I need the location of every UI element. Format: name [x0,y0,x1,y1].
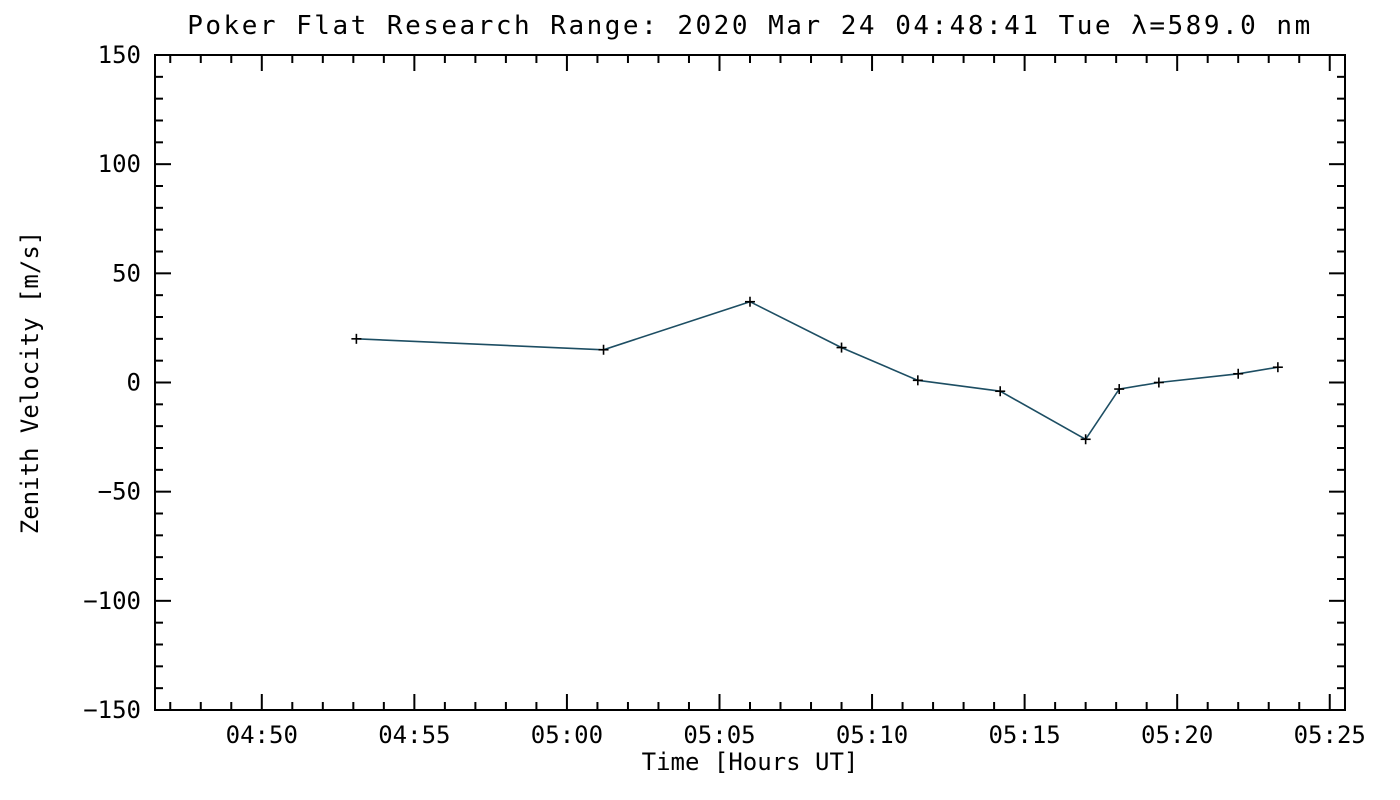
x-tick-label: 05:00 [531,721,603,749]
x-tick-label: 05:20 [1141,721,1213,749]
y-tick-label: 50 [112,259,141,287]
y-axis-label: Zenith Velocity [m/s] [16,231,44,534]
x-axis-label: Time [Hours UT] [642,748,859,776]
data-marker [912,375,923,386]
data-marker [1272,362,1283,373]
x-tick-label: 04:50 [226,721,298,749]
x-tick-label: 05:15 [988,721,1060,749]
data-marker [351,333,362,344]
data-marker [745,296,755,307]
y-tick-label: 100 [98,150,141,178]
data-marker [1080,434,1091,445]
data-marker [1114,384,1125,395]
y-tick-label: 150 [98,41,141,69]
data-marker [836,342,847,353]
y-tick-label: −50 [98,478,141,506]
data-marker [1233,368,1244,379]
x-tick-label: 05:25 [1294,721,1366,749]
y-tick-label: −150 [83,696,141,724]
x-tick-label: 04:55 [378,721,450,749]
data-marker [598,344,609,355]
y-tick-label: 0 [127,369,141,397]
x-tick-label: 05:10 [836,721,908,749]
data-marker [995,386,1006,397]
y-tick-label: −100 [83,587,141,615]
chart-title: Poker Flat Research Range: 2020 Mar 24 0… [187,11,1313,41]
data-marker [1153,377,1164,388]
x-tick-label: 05:05 [683,721,755,749]
